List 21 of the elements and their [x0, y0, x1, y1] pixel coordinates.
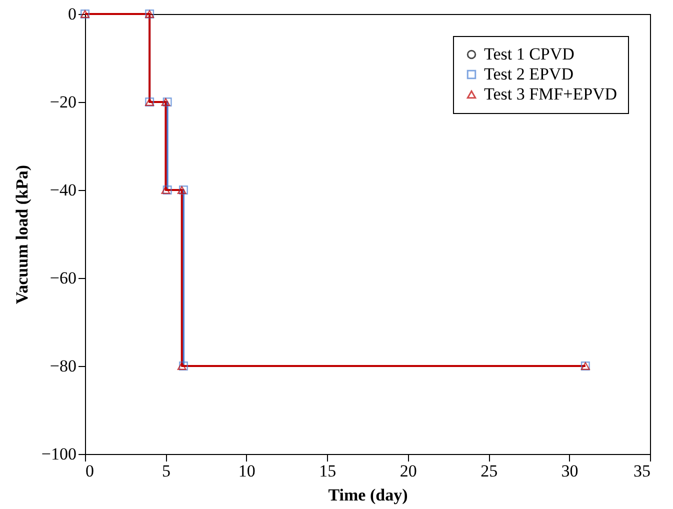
y-tick-label: −60 — [50, 268, 76, 288]
legend-label: Test 1 CPVD — [484, 44, 574, 64]
x-tick-label: 0 — [86, 462, 94, 480]
y-tick-label: −20 — [50, 92, 76, 112]
x-tick-label: 10 — [238, 462, 256, 480]
x-tick-label: 30 — [561, 462, 578, 480]
y-tick-label: −80 — [50, 356, 76, 376]
x-tick-label: 15 — [319, 462, 336, 480]
x-tick-label: 5 — [162, 462, 170, 480]
y-tick-label: 0 — [68, 4, 76, 24]
legend-label: Test 2 EPVD — [484, 64, 574, 84]
x-tick-label: 20 — [400, 462, 417, 480]
x-axis-title: Time (day) — [328, 486, 408, 504]
x-tick-label: 25 — [480, 462, 498, 480]
point — [179, 362, 188, 370]
y-tick-label: −40 — [50, 180, 76, 200]
x-tick-label: 35 — [634, 462, 650, 480]
point — [179, 186, 188, 194]
y-tick-label: −100 — [41, 444, 76, 464]
y-axis-title: Vacuum load (kPa) — [12, 164, 32, 304]
legend-label: Test 3 FMF+EPVD — [484, 84, 618, 104]
